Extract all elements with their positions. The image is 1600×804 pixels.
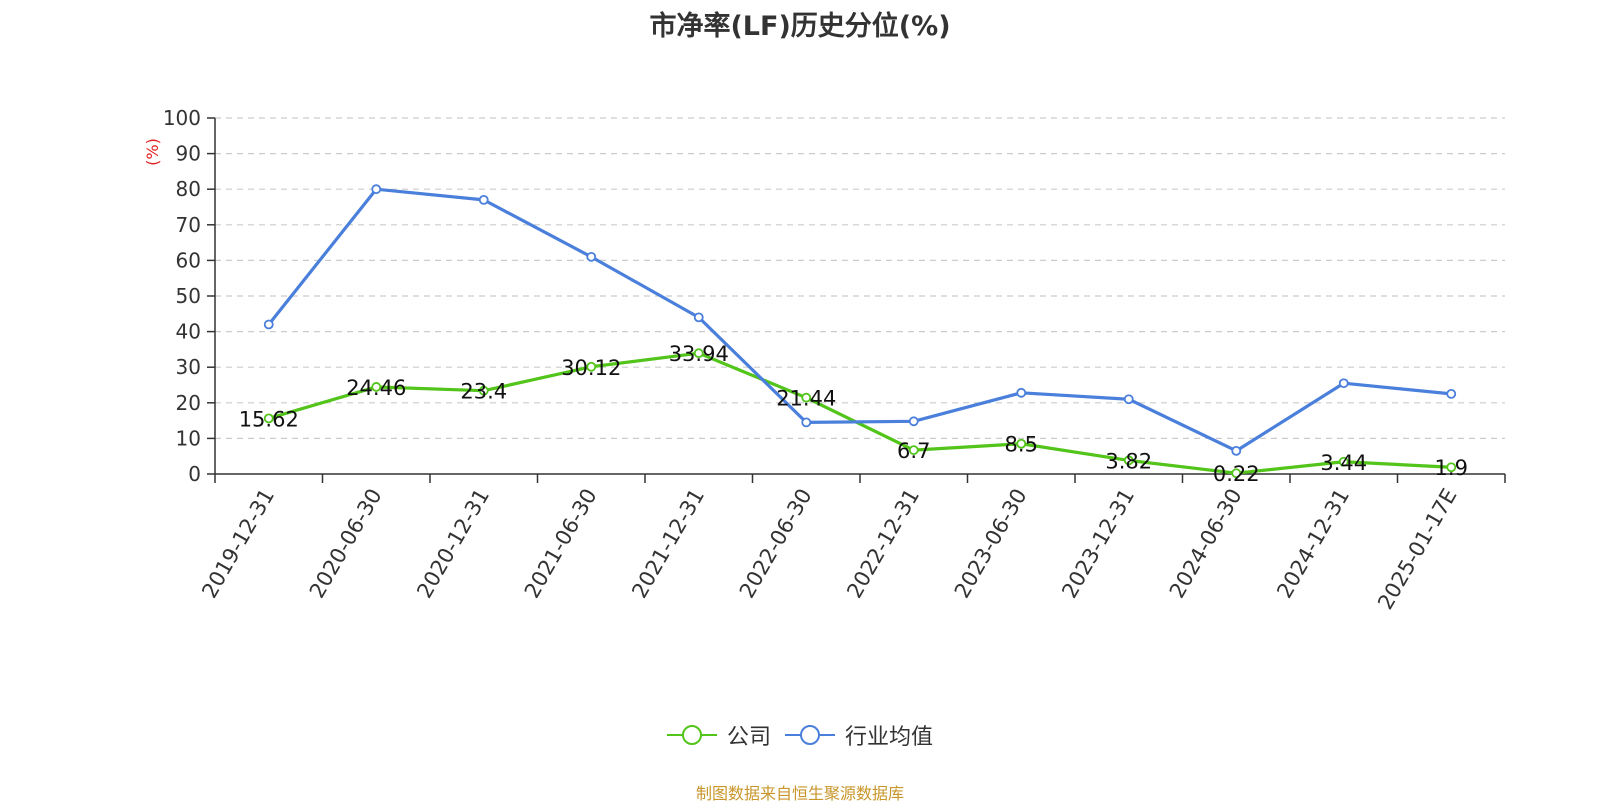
data-point [1231,445,1242,456]
data-label: 8.5 [1005,433,1038,457]
x-tick-label: 2021-06-30 [520,485,602,603]
data-label: 0.22 [1213,462,1260,486]
data-point [1446,388,1457,399]
x-tick-label: 2024-12-31 [1272,485,1354,603]
data-point [801,417,812,428]
data-point [908,445,919,456]
data-point [1338,378,1349,389]
data-point [478,385,489,396]
y-axis-label: (%) [143,138,162,166]
y-tick-label: 50 [176,284,201,308]
line-chart: 0 10 20 30 40 50 60 70 80 90 100(%) 2019-12-31 2020-… [143,106,1506,614]
data-point [1446,462,1457,473]
data-point [371,184,382,195]
axes: 0 10 20 30 40 50 60 70 80 90 100(%) 2019-12-31 2020-… [143,106,1506,614]
x-tick-label: 2022-06-30 [735,485,817,603]
data-label: 33.94 [669,342,729,366]
y-tick-label: 40 [176,320,201,344]
legend-label-company: 公司 [726,725,771,750]
x-tick-label: 2025-01-17E [1373,485,1461,614]
data-labels: 15.62 24.46 23.4 30.12 33.94 21.44 6.7 8.5 3.82 0… [239,342,1468,486]
y-tick-label: 60 [176,248,201,272]
data-point [1123,455,1134,466]
data-point [1016,387,1027,398]
data-point [693,312,704,323]
y-tick-label: 10 [176,426,201,450]
y-tick-label: 70 [176,213,201,237]
data-point [1123,394,1134,405]
legend-swatch-industry-icon [785,725,835,745]
y-tick-label: 90 [176,142,201,166]
source-note: 制图数据来自恒生聚源数据库 [695,784,904,803]
x-tick-label: 2020-12-31 [412,485,494,603]
y-tick-label: 80 [176,177,201,201]
data-label: 21.44 [776,387,836,411]
data-point [586,361,597,372]
series-points [263,184,1457,479]
data-label: 6.7 [897,439,930,463]
series-line [267,187,1452,453]
legend: 公司 行业均值 [0,720,1600,750]
data-point [693,348,704,359]
series-line [268,351,1452,475]
data-point [1338,456,1349,467]
data-label: 3.44 [1320,451,1367,475]
data-point [801,392,812,403]
y-tick-label: 20 [176,391,201,415]
data-label: 15.62 [239,407,299,431]
y-tick-label: 30 [176,355,201,379]
data-point [586,251,597,262]
data-point [908,416,919,427]
legend-item-industry-average[interactable]: 行业均值 [785,719,933,751]
x-tick-label: 2021-12-31 [627,485,709,603]
chart-title: 市净率(LF)历史分位(%) [649,11,951,42]
legend-label-industry-average: 行业均值 [845,725,934,750]
x-tick-label: 2023-06-30 [950,485,1032,603]
x-tick-label: 2019-12-31 [197,485,279,603]
gridlines [215,117,1505,439]
data-label: 24.46 [346,376,406,400]
data-label: 30.12 [561,356,621,380]
series-lines [267,187,1452,475]
data-point [263,413,274,424]
data-point [371,382,382,392]
legend-item-company[interactable]: 公司 [666,719,771,751]
y-tick-label: 100 [163,106,201,130]
data-point [1231,468,1242,479]
data-point [478,194,489,205]
data-label: 1.9 [1435,456,1468,480]
x-tick-label: 2020-06-30 [305,485,387,603]
y-tick-label: 0 [188,462,201,486]
x-tick-label: 2022-12-31 [842,485,924,603]
data-label: 23.4 [460,380,507,404]
data-label: 3.82 [1105,449,1152,473]
data-point [263,319,274,330]
x-tick-label: 2023-12-31 [1057,485,1139,603]
x-tick-label: 2024-06-30 [1165,485,1247,603]
data-point [1016,438,1027,449]
legend-swatch-company-icon [666,725,717,745]
